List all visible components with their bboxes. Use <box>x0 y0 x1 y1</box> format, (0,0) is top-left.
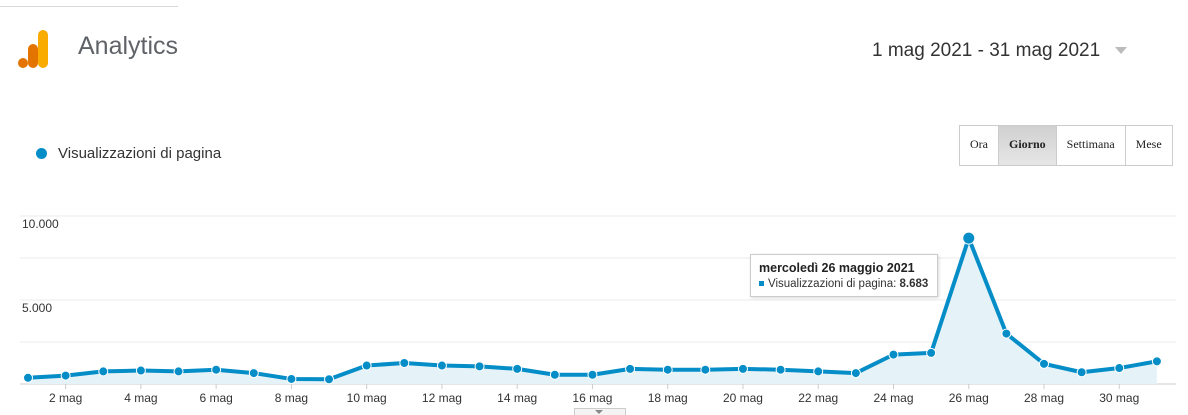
data-point <box>1076 367 1087 378</box>
data-point <box>1114 363 1125 374</box>
chart-tooltip: mercoledì 26 maggio 2021 Visualizzazioni… <box>750 254 938 297</box>
data-point <box>1001 328 1012 339</box>
range-button-hour[interactable]: Ora <box>960 126 999 165</box>
data-point <box>324 374 335 385</box>
data-point <box>1151 356 1162 367</box>
app-title: Analytics <box>78 32 179 60</box>
chevron-down-icon <box>595 410 603 414</box>
date-range-picker[interactable]: 1 mag 2021 - 31 mag 2021 <box>872 40 1101 61</box>
data-point <box>173 366 184 377</box>
x-tick-label: 4 mag <box>124 391 157 405</box>
chevron-down-icon[interactable] <box>1115 47 1127 54</box>
data-point <box>737 363 748 374</box>
range-button-week[interactable]: Settimana <box>1057 126 1126 165</box>
data-point <box>1039 358 1050 369</box>
data-point <box>625 363 636 374</box>
x-tick-label: 16 mag <box>572 391 612 405</box>
y-tick-label: 5.000 <box>22 301 52 315</box>
x-tick-label: 26 mag <box>949 391 989 405</box>
data-point <box>850 368 861 379</box>
data-point <box>211 364 222 375</box>
legend-dot-icon <box>36 148 47 159</box>
series-area <box>28 238 1157 384</box>
data-point <box>926 347 937 358</box>
range-button-day[interactable]: Giorno <box>999 126 1057 165</box>
x-tick-label: 24 mag <box>873 391 913 405</box>
tooltip-value: 8.683 <box>899 278 929 290</box>
x-tick-label: 18 mag <box>648 391 688 405</box>
data-point <box>888 349 899 360</box>
data-point <box>436 360 447 371</box>
x-tick-label: 22 mag <box>798 391 838 405</box>
chart-resize-handle[interactable] <box>574 408 626 415</box>
x-tick-label: 2 mag <box>49 391 82 405</box>
data-point <box>775 364 786 375</box>
y-tick-label: 10.000 <box>22 217 59 231</box>
tooltip-series-label: Visualizzazioni di pagina: <box>768 278 897 290</box>
data-point <box>361 360 372 371</box>
data-point <box>549 369 560 380</box>
analytics-logo-icon <box>18 30 48 68</box>
data-point <box>286 373 297 384</box>
data-point <box>98 366 109 377</box>
data-point <box>474 361 485 372</box>
data-point <box>587 369 598 380</box>
data-point <box>399 358 410 368</box>
chart-legend: Visualizzazioni di pagina <box>36 145 221 162</box>
legend-label: Visualizzazioni di pagina <box>58 145 222 162</box>
data-point <box>60 370 71 381</box>
x-tick-label: 6 mag <box>199 391 232 405</box>
data-point <box>135 365 146 376</box>
x-tick-label: 8 mag <box>275 391 308 405</box>
tooltip-date: mercoledì 26 maggio 2021 <box>759 261 915 275</box>
tooltip-value-line: Visualizzazioni di pagina: 8.683 <box>759 278 928 290</box>
x-tick-label: 12 mag <box>422 391 462 405</box>
data-point <box>23 372 33 383</box>
data-point <box>813 366 824 377</box>
data-point <box>662 364 673 375</box>
range-button-month[interactable]: Mese <box>1126 126 1173 165</box>
x-tick-label: 30 mag <box>1099 391 1139 405</box>
data-point <box>962 231 976 245</box>
time-granularity-selector: Ora Giorno Settimana Mese <box>959 125 1173 166</box>
x-tick-label: 10 mag <box>347 391 387 405</box>
x-tick-label: 20 mag <box>723 391 763 405</box>
series-square-icon <box>759 281 764 286</box>
x-tick-label: 28 mag <box>1024 391 1064 405</box>
data-point <box>248 368 259 379</box>
data-point <box>512 363 523 374</box>
top-divider <box>0 6 178 7</box>
x-tick-label: 14 mag <box>497 391 537 405</box>
data-point <box>700 364 711 375</box>
